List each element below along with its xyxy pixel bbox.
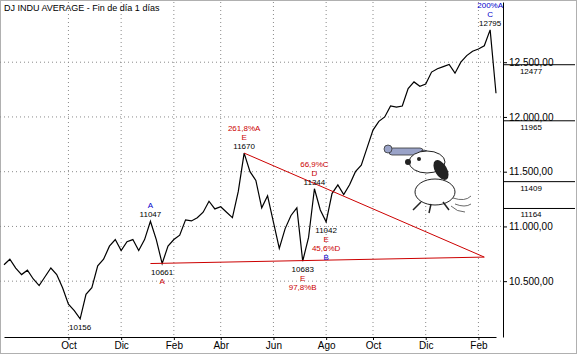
- level-line: [503, 181, 575, 182]
- annotation: 10683: [292, 265, 315, 274]
- annotation: 11047: [140, 210, 162, 219]
- tick-mark: [503, 172, 507, 173]
- grid-line: [273, 2, 274, 337]
- tick-label: Dic: [114, 340, 128, 351]
- grid-line: [478, 2, 479, 337]
- tick-label: 10.500,00: [509, 276, 554, 287]
- tick-label: 11.000,00: [509, 221, 553, 232]
- tick: Dic: [114, 337, 128, 351]
- tick: 11.000,00: [503, 221, 553, 232]
- grid-line: [220, 2, 221, 337]
- annotation: A: [159, 277, 165, 286]
- dog-body: [415, 179, 455, 205]
- y-axis: 10.500,0011.000,0011.500,0012.000,0012.5…: [503, 3, 554, 338]
- tick: Oct: [366, 337, 382, 351]
- grid-line: [173, 2, 174, 337]
- tick-label: Ago: [318, 340, 336, 351]
- annotations: 10156A1104710661A261,8%AE1167010683E97,8…: [69, 1, 504, 332]
- level-label: 11409: [520, 184, 542, 193]
- price-line: [4, 30, 496, 319]
- annotation: C: [487, 10, 493, 19]
- levels: 12477 11965 11409 11164: [503, 65, 575, 220]
- tick-mark: [503, 117, 507, 118]
- tick-label: Oct: [61, 340, 77, 351]
- cartoon: [384, 145, 471, 213]
- annotation: 11344: [304, 178, 326, 187]
- annotation: 45,6%D: [312, 244, 341, 253]
- x-axis: Oct Dic Feb Abr Jun Ago Oct Dic Feb: [5, 337, 497, 351]
- axis-line: [503, 3, 504, 338]
- annotation: 200%A: [477, 1, 503, 10]
- annotation: A: [148, 201, 154, 210]
- annotation: 97,8%B: [289, 283, 317, 292]
- tick: 11.500,00: [503, 166, 553, 177]
- level-label: 11164: [520, 210, 542, 219]
- level-line: [503, 208, 575, 209]
- chart: 10.500,0011.000,0011.500,0012.000,0012.5…: [0, 0, 577, 354]
- annotation: 12795: [479, 19, 502, 28]
- trend-line: [244, 153, 484, 257]
- tick-label: Oct: [366, 340, 382, 351]
- tick-label: Jun: [266, 340, 282, 351]
- grid-line: [373, 2, 374, 337]
- tick: Ago: [318, 337, 336, 351]
- tick: Abr: [213, 337, 229, 351]
- tick-label: Dic: [419, 340, 433, 351]
- tick: Jun: [266, 337, 282, 351]
- annotation: 11042: [315, 226, 337, 235]
- grid-line: [326, 2, 327, 337]
- annotation: 66,9%C: [300, 160, 329, 169]
- annotation: 10661: [151, 268, 174, 277]
- tick: Feb: [470, 337, 488, 351]
- annotation: 10156: [69, 323, 92, 332]
- grid-line: [68, 2, 69, 337]
- tick: Oct: [61, 337, 77, 351]
- tick-label: Abr: [213, 340, 229, 351]
- tick: 10.500,00: [503, 276, 554, 287]
- tick-label: Feb: [166, 340, 184, 351]
- grid-line: [121, 2, 122, 337]
- level-label: 12477: [520, 67, 543, 76]
- bone-end: [384, 145, 392, 153]
- grid-line: [0, 226, 503, 227]
- background: [1, 1, 577, 354]
- grid: [0, 2, 503, 337]
- annotation: 11670: [233, 142, 255, 151]
- level-line: [503, 120, 575, 121]
- annotation: E: [323, 235, 328, 244]
- annotation: D: [312, 169, 318, 178]
- tick-mark: [503, 226, 507, 227]
- grid-line: [0, 281, 503, 282]
- tick: Feb: [166, 337, 184, 351]
- grid-line: [0, 62, 503, 63]
- tick-label: 11.500,00: [509, 166, 553, 177]
- level-label: 11965: [520, 123, 542, 132]
- motion-lines: [451, 196, 471, 212]
- tick-mark: [503, 62, 507, 63]
- tick: Dic: [419, 337, 433, 351]
- axis-line: [5, 337, 497, 338]
- tick-mark: [503, 281, 507, 282]
- title: DJ INDU AVERAGE - Fin de día 1 días: [4, 3, 160, 13]
- dog-eye: [417, 157, 421, 161]
- dog-legs: [413, 202, 449, 213]
- annotation: 261,8%A: [228, 124, 261, 133]
- annotation: B: [323, 253, 328, 262]
- level-line: [503, 64, 575, 65]
- dog-nose: [405, 159, 411, 165]
- annotation: E: [300, 274, 305, 283]
- trend-line: [150, 257, 484, 263]
- tick-label: Feb: [470, 340, 488, 351]
- plot-marks: [4, 30, 496, 319]
- grid-line: [0, 116, 503, 117]
- dog-ear: [430, 157, 451, 182]
- annotation: E: [241, 133, 246, 142]
